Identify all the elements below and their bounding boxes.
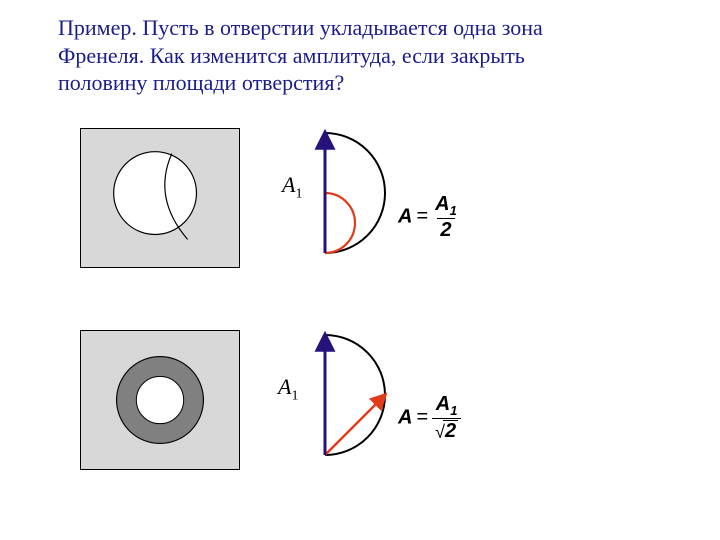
page-title: Пример. Пусть в отверстии укладывается о… [58, 14, 618, 97]
formula-lhs: A [398, 406, 412, 428]
formula-1: A= A1 2 [398, 194, 460, 240]
sqrt: √ 2 [435, 420, 458, 441]
formula-lhs: A [398, 205, 412, 227]
var-A: A [282, 172, 295, 197]
num-var: A [435, 193, 449, 215]
aperture-diagram-2 [80, 330, 240, 470]
amplitude-label-2: A1 [278, 374, 298, 404]
denominator: √ 2 [432, 418, 461, 442]
formula-2: A= A1 √ 2 [398, 394, 461, 442]
numerator: A1 [433, 394, 461, 418]
equals-sign: = [416, 406, 428, 428]
sqrt-arg: 2 [443, 420, 458, 441]
fraction: A1 √ 2 [432, 394, 461, 442]
denominator: 2 [437, 218, 454, 240]
sub-1: 1 [291, 388, 298, 403]
equals-sign: = [416, 205, 428, 227]
num-sub: 1 [450, 403, 457, 418]
aperture-diagram-1 [80, 128, 240, 268]
amplitude-label-1: A1 [282, 172, 302, 202]
sub-1: 1 [295, 186, 302, 201]
fraction: A1 2 [432, 194, 460, 240]
num-var: A [436, 393, 450, 415]
num-sub: 1 [450, 203, 457, 218]
var-A: A [278, 374, 291, 399]
phasor-diagram-1 [300, 118, 420, 268]
numerator: A1 [432, 194, 460, 218]
